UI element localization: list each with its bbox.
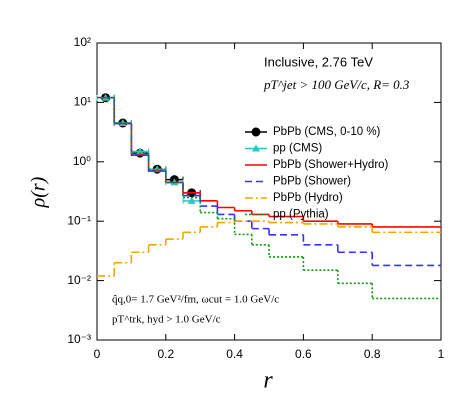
data-point [136, 147, 144, 155]
y-tick-label: 10⁻¹ [67, 213, 91, 227]
y-tick-label: 10⁻² [67, 273, 91, 287]
annotation: Inclusive, 2.76 TeV [264, 54, 373, 69]
legend-label: PbPb (Hydro) [273, 192, 343, 204]
legend-label: pp (Pythia) [273, 209, 329, 221]
y-tick-label: 10⁰ [73, 154, 91, 168]
data-point [187, 196, 196, 204]
legend-label: pp (CMS) [273, 143, 322, 155]
x-tick-label: 0.4 [226, 347, 243, 361]
x-tick-label: 0 [94, 347, 101, 361]
x-axis-label: r [263, 368, 273, 394]
legend-label: PbPb (CMS, 0-10 %) [273, 126, 381, 138]
y-tick-label: 10⁻³ [67, 332, 91, 346]
annotation: pT^jet > 100 GeV/c, R= 0.3 [263, 77, 410, 92]
x-tick-label: 0.2 [157, 347, 174, 361]
legend-label: PbPb (Shower+Hydro) [273, 159, 389, 171]
x-tick-label: 0.8 [364, 347, 381, 361]
y-axis-label: ρ(r) [28, 176, 50, 208]
x-tick-label: 1 [438, 347, 445, 361]
y-tick-label: 10¹ [74, 95, 91, 109]
annotation: q̂q,0= 1.7 GeV²/fm, ωcut = 1.0 GeV/c [112, 294, 279, 306]
legend-marker [252, 144, 260, 152]
x-tick-label: 0.6 [295, 347, 312, 361]
plot-frame [96, 42, 442, 341]
legend-label: PbPb (Shower) [273, 176, 351, 188]
annotation: pT^trk, hyd > 1.0 GeV/c [112, 314, 221, 326]
legend-marker [251, 127, 261, 137]
y-tick-label: 10² [74, 35, 91, 49]
